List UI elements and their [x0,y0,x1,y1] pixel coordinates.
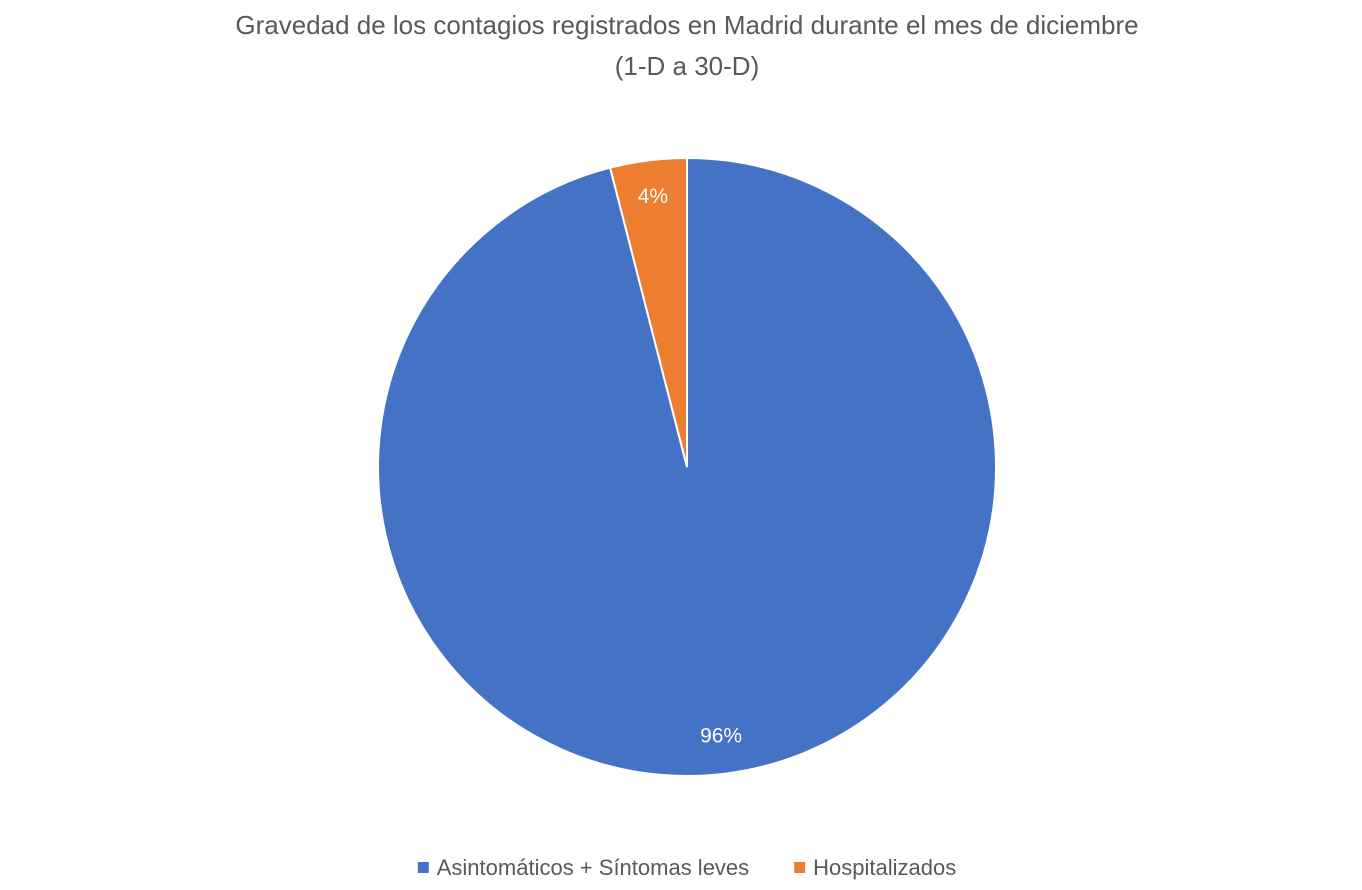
legend-swatch [417,862,429,873]
pie-slice [608,156,688,468]
legend-label: Asintomáticos + Síntomas leves [437,855,749,880]
legend-swatch [794,862,806,873]
chart-subtitle: (1-D a 30-D) [615,51,759,81]
data-label: 96% [700,724,742,747]
chart-title: Gravedad de los contagios registrados en… [235,10,1138,40]
data-label: 4% [638,185,668,208]
legend-label: Hospitalizados [813,855,956,880]
